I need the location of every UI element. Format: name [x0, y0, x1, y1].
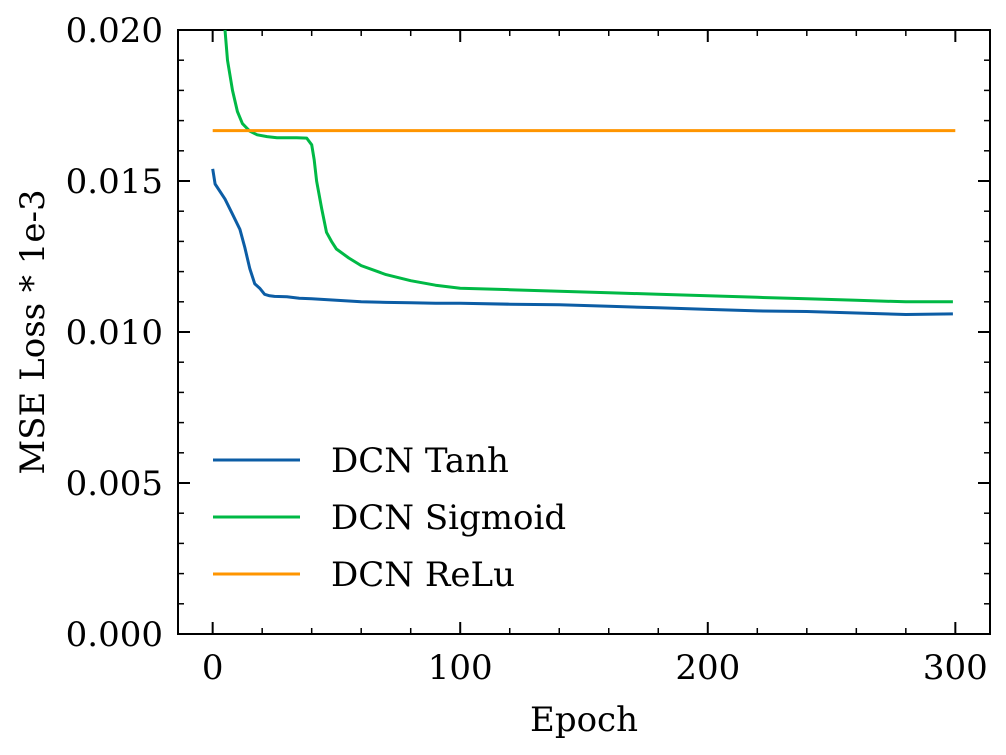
- legend-label-dcn-relu: DCN ReLu: [331, 555, 515, 595]
- x-tick-label: 100: [428, 648, 493, 688]
- y-tick-label: 0.020: [66, 11, 163, 51]
- plot-frame: [177, 29, 991, 635]
- y-tick-label: 0.000: [66, 615, 163, 655]
- x-tick-label: 200: [675, 648, 740, 688]
- legend: DCN Tanh DCN Sigmoid DCN ReLu: [213, 441, 566, 595]
- series-layer: [211, 29, 956, 316]
- x-axis-label: Epoch: [530, 700, 638, 740]
- legend-label-dcn-tanh: DCN Tanh: [331, 441, 509, 481]
- y-axis-label: MSE Loss * 1e-3: [13, 189, 53, 474]
- series-line-dcn-tanh: [211, 168, 953, 316]
- y-tick-label: 0.005: [66, 464, 163, 504]
- y-tick-label: 0.015: [66, 162, 163, 202]
- ticks: [178, 29, 990, 635]
- legend-label-dcn-sigmoid: DCN Sigmoid: [331, 498, 566, 538]
- y-tick-label: 0.010: [66, 313, 163, 353]
- series-line-dcn-sigmoid: [223, 29, 953, 304]
- x-tick-label: 0: [202, 648, 224, 688]
- tick-labels: 0 100 200 300 0.000 0.005 0.010 0.015 0.020: [66, 11, 988, 688]
- x-tick-label: 300: [923, 648, 988, 688]
